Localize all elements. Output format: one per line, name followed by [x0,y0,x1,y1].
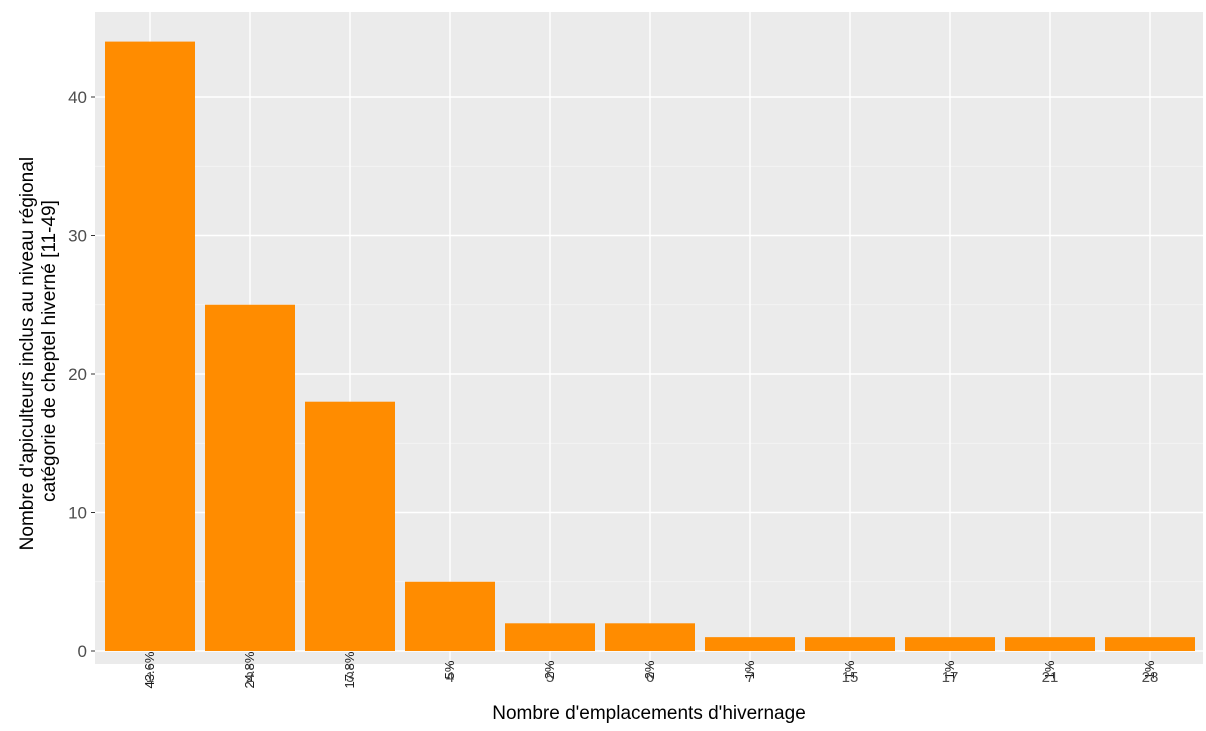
y-tick-label: 30 [68,227,87,246]
bar [405,581,495,651]
bar [805,637,895,651]
x-tick-label: 4 [446,669,454,686]
bar-percent-labels: 43.6% 24.8% 17.8% 5% 2% 2% 1% 1% 1% 1% 1% [142,651,1157,688]
bar [905,637,995,651]
bar-percent-label: 17.8% [342,651,357,688]
x-tick-label: 6 [646,669,654,686]
x-tick-label: 7 [746,669,754,686]
bar [705,637,795,651]
x-axis-title: Nombre d'emplacements d'hivernage [492,703,806,724]
x-tick-label: 3 [346,669,354,686]
x-tick-label: 17 [942,669,959,686]
bar-percent-label: 1% [842,660,857,679]
bar [505,623,595,651]
bar-percent-label: 43.6% [142,651,157,688]
bar [1105,637,1195,651]
x-tick-label: 2 [246,669,254,686]
bar-percent-label: 5% [442,660,457,679]
x-tick-label: 1 [146,669,154,686]
bar-percent-label: 24.8% [242,651,257,688]
x-tick-label: 28 [1142,669,1159,686]
y-tick-label: 20 [68,365,87,384]
bar-percent-label: 1% [942,660,957,679]
bar [1005,637,1095,651]
bar [205,304,295,651]
bar-percent-label: 1% [1142,660,1157,679]
bar [305,401,395,651]
bar-percent-label: 1% [742,660,757,679]
x-axis: 1 2 3 4 5 6 7 15 17 21 28 [146,664,1159,686]
bar-percent-label: 2% [642,660,657,679]
x-tick-label: 5 [546,669,554,686]
x-tick-label: 21 [1042,669,1059,686]
bars-group [105,41,1195,652]
y-axis-title-line-1: Nombre d'apiculteurs inclus au niveau ré… [17,157,38,550]
y-tick-label: 0 [78,642,87,661]
x-tick-label: 15 [842,669,859,686]
bar-percent-label: 1% [1042,660,1057,679]
y-axis-title: Nombre d'apiculteurs inclus au niveau ré… [17,152,60,551]
y-tick-label: 40 [68,88,87,107]
y-axis: 0 10 20 30 40 [68,88,95,661]
y-tick-label: 10 [68,504,87,523]
bar [105,41,195,652]
bar-percent-label: 2% [542,660,557,679]
bar [605,623,695,651]
y-axis-title-line-2: catégorie de cheptel hiverné [11-49] [39,200,60,502]
